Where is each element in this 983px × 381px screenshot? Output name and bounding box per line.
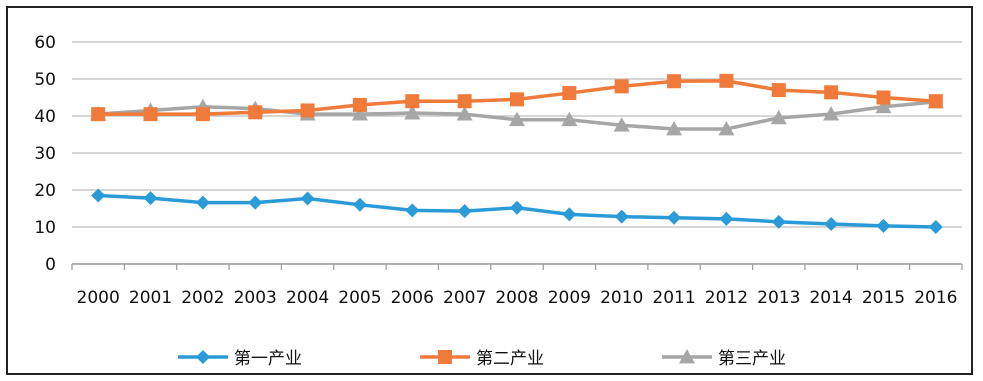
data-point-1-2012: [719, 211, 734, 226]
data-point-1-2001: [143, 191, 158, 206]
x-tick-label-2000: 2000: [77, 288, 120, 308]
data-point-1-2015: [876, 218, 891, 233]
data-point-1-2014: [824, 217, 839, 232]
series-2: [91, 73, 943, 122]
data-point-1-2004: [300, 191, 315, 206]
x-tick-label-2013: 2013: [757, 288, 800, 308]
x-tick-label-2011: 2011: [652, 288, 695, 308]
data-point-2-2001: [143, 107, 158, 122]
data-point-3-2008: [509, 111, 525, 127]
x-tick-label-2004: 2004: [286, 288, 329, 308]
data-point-2-2007: [457, 94, 472, 109]
legend-item-1: 第一产业: [178, 349, 302, 369]
data-point-3-2005: [351, 106, 368, 121]
y-tick-label-40: 40: [34, 107, 56, 127]
y-tick-label-60: 60: [34, 33, 56, 53]
y-tick-label-20: 20: [34, 181, 56, 201]
x-tick-label-2007: 2007: [443, 288, 486, 308]
data-point-2-2016: [928, 94, 943, 109]
legend-label-3: 第三产业: [718, 349, 786, 369]
data-point-1-2016: [928, 220, 943, 234]
legend-label-2: 第二产业: [476, 349, 544, 369]
data-point-2-2005: [352, 97, 367, 112]
data-point-1-2011: [667, 210, 682, 225]
x-tick-label-2008: 2008: [495, 288, 538, 308]
data-point-1-2006: [405, 203, 420, 218]
data-point-3-2006: [404, 105, 421, 120]
y-tick-label-0: 0: [45, 255, 56, 275]
data-point-2-2004: [300, 103, 315, 118]
data-point-1-2008: [510, 200, 524, 215]
x-tick-label-2010: 2010: [600, 288, 643, 308]
y-tick-label-10: 10: [34, 218, 56, 238]
data-point-3-2010: [613, 117, 630, 132]
data-point-2-2011: [667, 74, 682, 89]
x-tick-label-2014: 2014: [809, 288, 852, 308]
x-tick-label-2005: 2005: [338, 288, 381, 308]
data-point-1-2009: [562, 207, 577, 222]
data-point-2-2006: [405, 94, 420, 109]
data-point-2-2015: [876, 90, 891, 105]
x-tick-label-2002: 2002: [181, 288, 224, 308]
legend-item-3: 第三产业: [662, 349, 786, 369]
x-tick-label-2001: 2001: [129, 288, 172, 308]
x-tick-label-2003: 2003: [234, 288, 277, 308]
data-point-2-2002: [195, 107, 210, 122]
data-point-1-2013: [771, 214, 786, 229]
data-point-3-2015: [875, 98, 892, 114]
axis-layer: 0 10 20 30 40 50 60 2000 2001 2002 2003 2004 2005 200…: [34, 33, 963, 308]
legend-item-2: 第二产业: [420, 349, 544, 369]
data-point-1-2003: [248, 195, 263, 210]
legend-marker-1: [196, 350, 210, 364]
data-point-3-2011: [666, 120, 683, 136]
x-tick-label-2016: 2016: [914, 288, 957, 308]
data-point-1-2005: [352, 197, 367, 212]
x-tick-label-2015: 2015: [862, 288, 905, 308]
data-point-2-2012: [719, 73, 734, 88]
legend-label-1: 第一产业: [234, 349, 302, 369]
data-point-1-2007: [457, 204, 472, 219]
data-point-2-2000: [91, 107, 106, 122]
data-point-1-2000: [91, 188, 106, 203]
data-point-2-2013: [771, 83, 786, 98]
data-point-1-2010: [614, 209, 629, 224]
series-layer: [90, 73, 944, 234]
data-point-3-2012: [718, 120, 735, 136]
y-tick-label-50: 50: [34, 70, 56, 90]
x-tick-label-2012: 2012: [705, 288, 748, 308]
data-point-3-2009: [561, 111, 578, 127]
data-point-3-2007: [456, 106, 473, 121]
x-tick-label-2006: 2006: [391, 288, 434, 308]
data-point-1-2002: [195, 195, 210, 210]
data-point-2-2009: [562, 86, 577, 101]
data-point-3-2014: [823, 106, 840, 121]
y-tick-label-30: 30: [34, 144, 56, 164]
data-point-2-2010: [614, 79, 629, 94]
series-1: [91, 188, 943, 234]
data-point-2-2014: [824, 85, 839, 100]
data-point-2-2003: [248, 105, 263, 120]
data-point-2-2008: [510, 92, 524, 107]
grid-layer: [72, 41, 962, 228]
x-tick-label-2009: 2009: [548, 288, 591, 308]
legend: 第一产业 第二产业 第三产业: [178, 349, 786, 369]
data-point-3-2013: [770, 109, 787, 125]
legend-marker-2: [438, 350, 452, 364]
legend-marker-3: [679, 349, 695, 364]
